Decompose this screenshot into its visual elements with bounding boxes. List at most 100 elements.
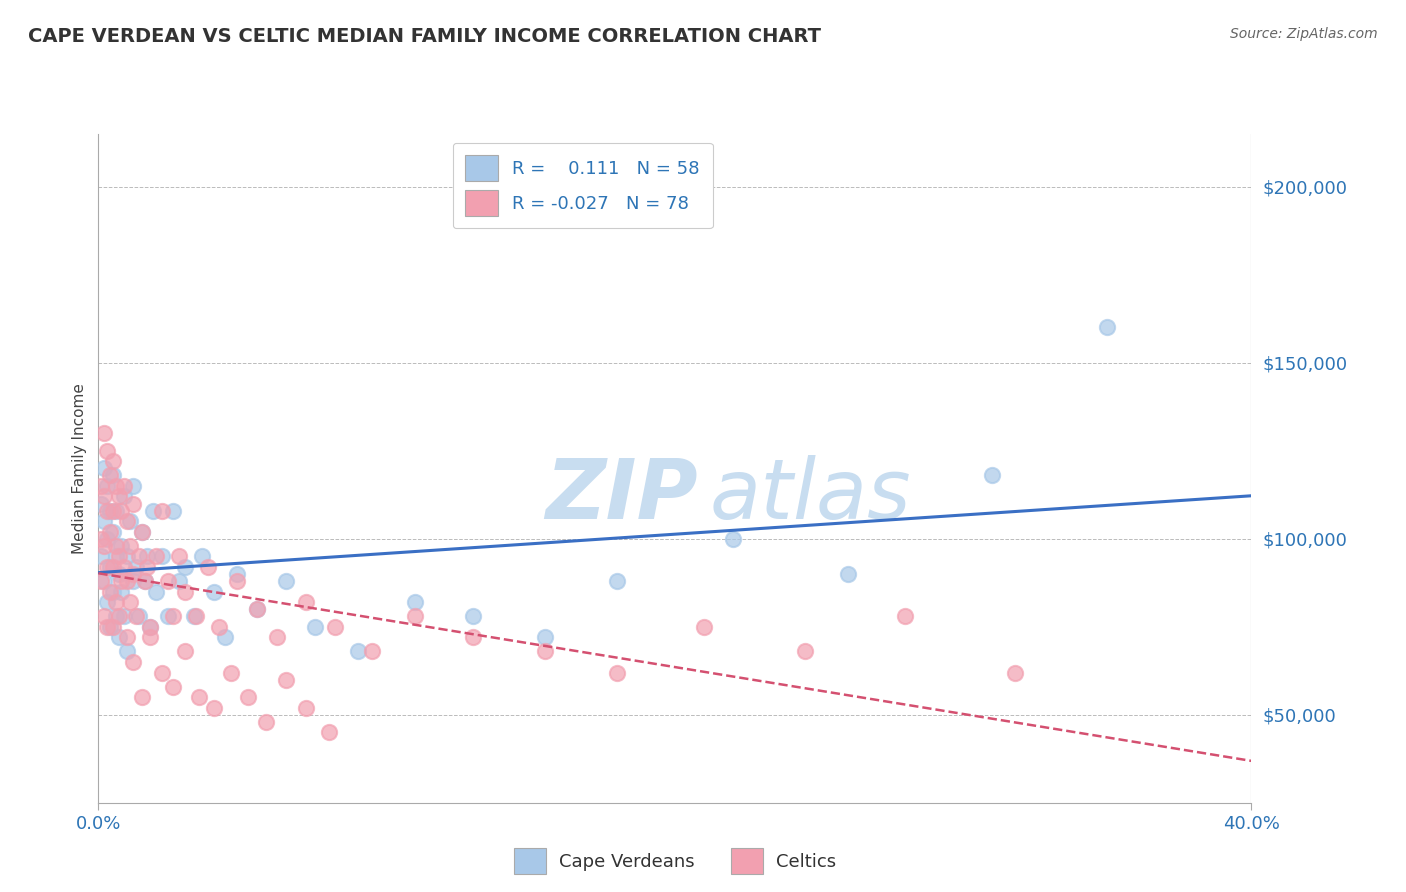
- Point: [167, 574, 190, 588]
- Point: [110, 584, 132, 599]
- Point: [104, 479, 127, 493]
- Point: [125, 609, 148, 624]
- Point: [139, 620, 162, 634]
- Point: [122, 574, 145, 588]
- Point: [107, 549, 129, 564]
- Point: [117, 549, 138, 564]
- Point: [693, 620, 716, 634]
- Point: [90, 496, 112, 510]
- Point: [122, 496, 145, 510]
- Point: [142, 503, 165, 517]
- Point: [120, 595, 142, 609]
- Point: [122, 655, 145, 669]
- Point: [96, 595, 118, 609]
- Point: [606, 574, 628, 588]
- Point: [98, 524, 121, 539]
- Point: [104, 595, 127, 609]
- Point: [225, 574, 247, 588]
- Point: [120, 514, 142, 528]
- Point: [107, 490, 129, 504]
- Point: [323, 620, 346, 634]
- Point: [131, 690, 153, 705]
- Point: [134, 574, 156, 588]
- Point: [246, 602, 269, 616]
- Point: [93, 461, 115, 475]
- Point: [107, 566, 129, 581]
- Point: [304, 620, 326, 634]
- Point: [117, 630, 138, 644]
- Point: [93, 574, 115, 588]
- Point: [162, 680, 184, 694]
- Point: [96, 503, 118, 517]
- Point: [96, 443, 118, 458]
- Point: [112, 490, 135, 504]
- Point: [295, 700, 318, 714]
- Point: [214, 630, 236, 644]
- Point: [93, 539, 115, 553]
- Point: [145, 584, 167, 599]
- Point: [136, 560, 159, 574]
- Point: [225, 566, 247, 581]
- Point: [145, 549, 167, 564]
- Point: [101, 620, 124, 634]
- Point: [534, 644, 557, 658]
- Point: [131, 524, 153, 539]
- Point: [346, 644, 368, 658]
- Point: [90, 574, 112, 588]
- Point: [405, 609, 427, 624]
- Point: [96, 532, 118, 546]
- Point: [101, 468, 124, 483]
- Point: [266, 630, 288, 644]
- Point: [110, 503, 132, 517]
- Point: [534, 630, 557, 644]
- Point: [117, 514, 138, 528]
- Point: [93, 514, 115, 528]
- Point: [1097, 320, 1119, 334]
- Point: [104, 539, 127, 553]
- Point: [117, 644, 138, 658]
- Point: [254, 714, 277, 729]
- Point: [98, 584, 121, 599]
- Point: [98, 468, 121, 483]
- Point: [125, 560, 148, 574]
- Text: ZIP: ZIP: [546, 455, 697, 535]
- Point: [721, 532, 744, 546]
- Point: [606, 665, 628, 680]
- Point: [104, 503, 127, 517]
- Point: [120, 539, 142, 553]
- Point: [274, 673, 297, 687]
- Point: [197, 560, 219, 574]
- Point: [93, 609, 115, 624]
- Point: [274, 574, 297, 588]
- Point: [98, 560, 121, 574]
- Point: [93, 490, 115, 504]
- Point: [101, 560, 124, 574]
- Point: [93, 426, 115, 441]
- Point: [90, 532, 112, 546]
- Point: [112, 479, 135, 493]
- Text: atlas: atlas: [710, 455, 911, 535]
- Point: [96, 560, 118, 574]
- Point: [361, 644, 384, 658]
- Point: [183, 609, 205, 624]
- Point: [156, 609, 179, 624]
- Point: [461, 609, 484, 624]
- Point: [318, 725, 340, 739]
- Point: [110, 539, 132, 553]
- Point: [139, 630, 162, 644]
- Point: [117, 574, 138, 588]
- Point: [136, 549, 159, 564]
- Point: [104, 549, 127, 564]
- Point: [186, 609, 208, 624]
- Y-axis label: Median Family Income: Median Family Income: [72, 383, 87, 554]
- Point: [837, 566, 859, 581]
- Point: [191, 549, 214, 564]
- Point: [202, 584, 225, 599]
- Point: [174, 560, 197, 574]
- Point: [90, 549, 112, 564]
- Point: [128, 549, 150, 564]
- Point: [101, 454, 124, 468]
- Point: [894, 609, 917, 624]
- Point: [98, 620, 121, 634]
- Point: [139, 620, 162, 634]
